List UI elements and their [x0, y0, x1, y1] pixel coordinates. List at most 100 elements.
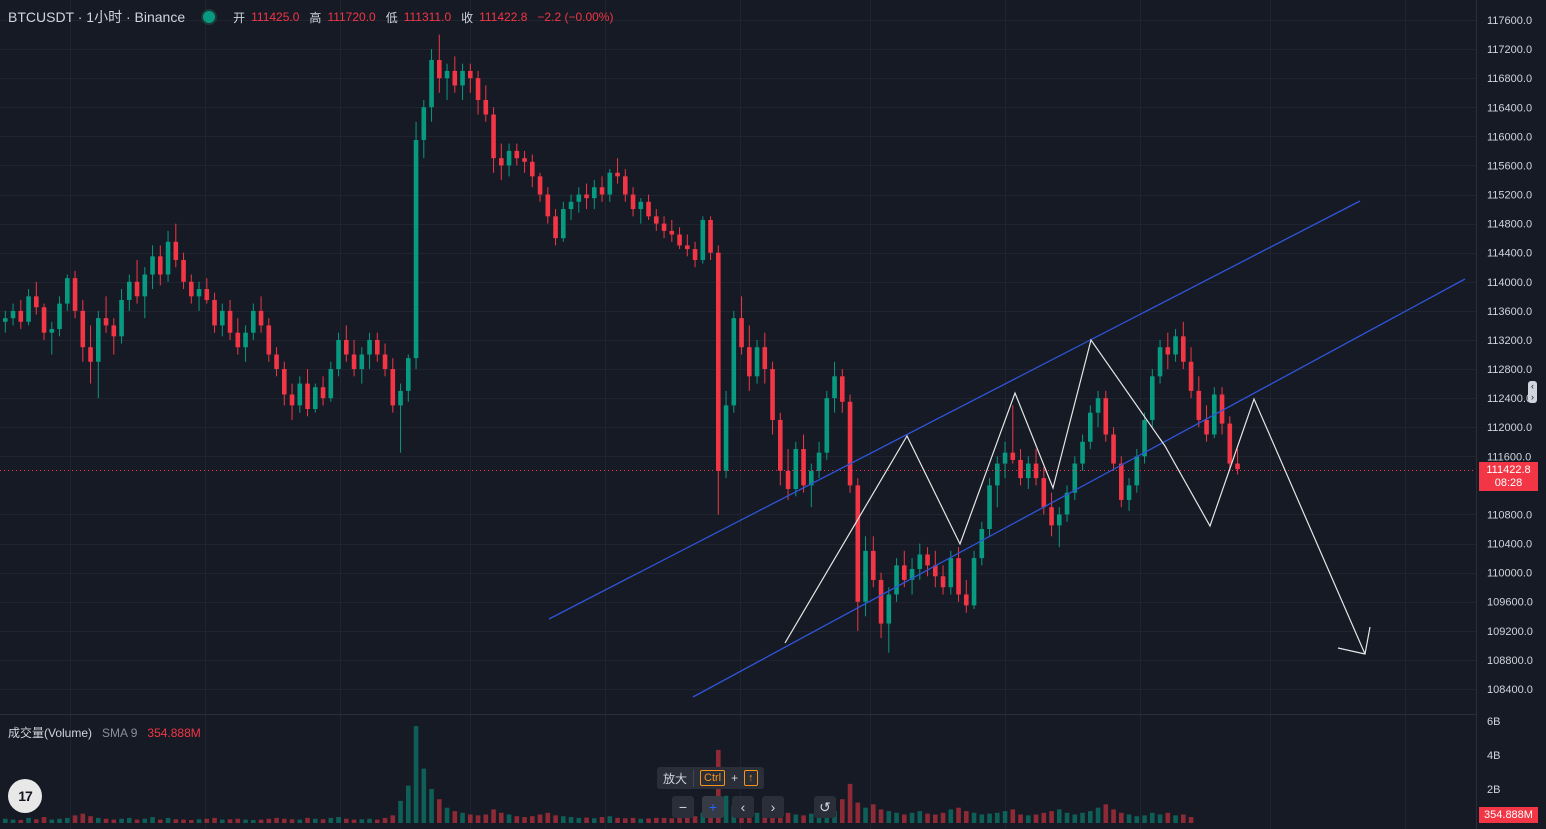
- volume-bar: [956, 807, 961, 823]
- low-value: 111311.0: [403, 10, 452, 24]
- drawings[interactable]: [548, 200, 1466, 698]
- candle-body: [1196, 390, 1202, 420]
- candle-body: [979, 529, 985, 559]
- volume-bar: [398, 800, 403, 823]
- candle-body: [351, 354, 357, 370]
- candle-body: [158, 256, 163, 275]
- volume-bar: [165, 817, 171, 823]
- candle-body: [708, 219, 713, 253]
- price-tick-label: 117600.0: [1487, 15, 1532, 27]
- projected-path[interactable]: [784, 338, 1366, 655]
- candle-body: [599, 187, 605, 195]
- arrow-up-key: ↑: [744, 770, 758, 786]
- candle-body: [41, 307, 47, 333]
- volume-bar: [72, 815, 78, 823]
- volume-bar: [1126, 814, 1132, 823]
- volume-bar: [623, 818, 628, 823]
- candle-body: [677, 234, 682, 246]
- symbol-header: BTCUSDT · 1小时 · Binance 开 111425.0 高 111…: [8, 8, 617, 26]
- zoom-in-button[interactable]: +: [702, 796, 724, 818]
- zoom-out-button[interactable]: −: [672, 796, 694, 818]
- candle-body: [96, 318, 101, 362]
- symbol-title[interactable]: BTCUSDT · 1小时 · Binance: [8, 9, 186, 25]
- candle-body: [778, 419, 783, 471]
- candle-body: [103, 318, 109, 326]
- scroll-left-button[interactable]: ‹: [732, 796, 754, 818]
- candle-body: [282, 369, 287, 395]
- arrow-head[interactable]: [1337, 626, 1371, 655]
- candle-body: [382, 354, 388, 370]
- price-tick-label: 113600.0: [1487, 306, 1532, 318]
- scroll-right-button[interactable]: ›: [762, 796, 784, 818]
- scale-handle-icon[interactable]: ‹ ›: [1528, 381, 1537, 403]
- candle-body: [375, 339, 380, 355]
- volume-bar: [204, 818, 210, 823]
- candle-body: [1088, 412, 1093, 442]
- candle-body: [723, 405, 729, 471]
- reset-chart-button[interactable]: ↺: [814, 796, 836, 818]
- candle-body: [661, 223, 667, 231]
- candle-body: [235, 332, 241, 348]
- volume-bar: [553, 815, 558, 823]
- volume-bar: [762, 813, 768, 823]
- volume-bar: [134, 819, 140, 823]
- volume-bar: [1134, 816, 1140, 823]
- candle-body: [483, 99, 489, 115]
- volume-bar: [1002, 811, 1008, 823]
- candle-body: [444, 70, 450, 79]
- candle-body: [398, 390, 403, 406]
- price-tick-label: 108800.0: [1487, 655, 1533, 667]
- close-value: 111422.8: [479, 10, 528, 24]
- chart-navigation: − + ‹ › ↺: [672, 796, 836, 818]
- volume-bar: [266, 818, 272, 823]
- candle-body: [150, 256, 155, 275]
- candle-body: [204, 289, 210, 300]
- volume-bar: [344, 818, 349, 823]
- volume-bar: [1150, 812, 1155, 823]
- candle-body: [227, 310, 233, 333]
- candle-body: [499, 158, 504, 166]
- candle-body: [1181, 336, 1186, 362]
- volume-title[interactable]: 成交量(Volume): [8, 726, 93, 740]
- candle-body: [545, 194, 551, 217]
- candle-body: [522, 158, 527, 162]
- price-axis[interactable]: 117600.0 117200.0 116800.0 116400.0 116000.0…: [1487, 15, 1533, 696]
- volume-bar: [506, 814, 512, 823]
- volume-bar: [49, 819, 55, 823]
- volume-bar: [375, 819, 380, 823]
- candle-body: [1080, 441, 1085, 464]
- candle-body: [630, 194, 636, 210]
- last-price-tag: 111422.8 08:28: [1479, 462, 1538, 491]
- tradingview-logo-icon[interactable]: 17: [8, 779, 42, 813]
- volume-bar: [1142, 815, 1147, 823]
- market-status-icon[interactable]: [203, 11, 216, 23]
- candle-body: [514, 150, 520, 159]
- candle-body: [328, 369, 334, 399]
- candle-body: [1126, 485, 1132, 500]
- price-tick-label: 109200.0: [1487, 626, 1533, 638]
- candle-body: [258, 310, 264, 326]
- candle-body: [452, 70, 458, 86]
- volume-bar: [979, 814, 985, 823]
- candle-body: [801, 449, 806, 486]
- price-tick-label: 110000.0: [1487, 568, 1532, 580]
- volume-bar: [646, 818, 651, 823]
- volume-axis[interactable]: 6B 4B 2B: [1487, 716, 1500, 796]
- channel-upper-line[interactable]: [548, 200, 1361, 620]
- volume-bar: [576, 817, 582, 823]
- volume-bar: [289, 819, 295, 823]
- candle-body: [654, 216, 659, 224]
- channel-lower-line[interactable]: [692, 278, 1466, 698]
- candle-body: [669, 230, 675, 235]
- volume-bar: [638, 818, 644, 823]
- volume-bar: [142, 818, 148, 823]
- volume-bar: [545, 812, 551, 823]
- volume-bar: [57, 818, 62, 823]
- volume-bar: [41, 817, 47, 823]
- candle-body: [313, 387, 318, 410]
- zoom-tooltip: 放大 Ctrl + ↑: [657, 767, 764, 789]
- candle-body: [367, 339, 372, 355]
- candle-body: [871, 550, 876, 580]
- sma-value: 354.888M: [147, 725, 201, 740]
